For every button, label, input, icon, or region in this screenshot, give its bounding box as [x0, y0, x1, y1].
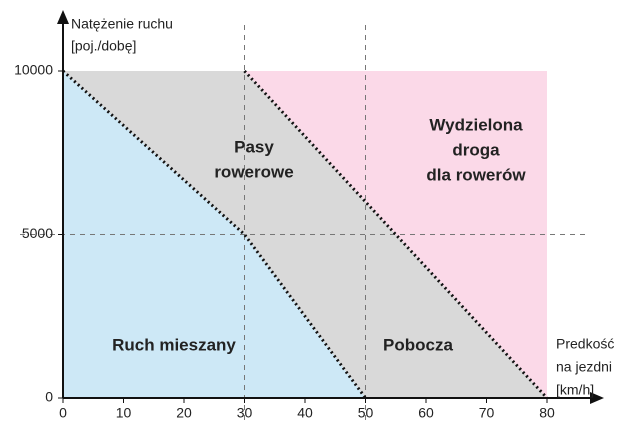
region-label: droga [452, 140, 500, 159]
x-axis-title: na jezdni [556, 359, 612, 375]
x-axis-title: [km/h] [556, 382, 594, 398]
y-axis-title: [poj./dobę] [71, 38, 136, 54]
x-tick-label: 30 [237, 405, 253, 421]
y-tick-label: 10000 [14, 62, 53, 78]
y-axis-title: Natężenie ruchu [71, 16, 173, 32]
region-label: Pobocza [383, 335, 453, 354]
region-label: dla rowerów [426, 165, 526, 184]
x-tick-label: 60 [418, 405, 434, 421]
y-tick-label: 0 [45, 389, 53, 405]
x-axis-title: Predkość [556, 336, 614, 352]
y-axis-arrow [57, 10, 69, 24]
x-tick-label: 0 [59, 405, 67, 421]
x-tick-label: 20 [176, 405, 192, 421]
x-tick-label: 50 [358, 405, 374, 421]
x-tick-label: 40 [297, 405, 313, 421]
x-axis-arrow [590, 392, 604, 404]
region-label: rowerowe [214, 162, 293, 181]
region-label: Pasy [234, 137, 274, 156]
x-tick-label: 70 [479, 405, 495, 421]
region-label: Wydzielona [429, 115, 523, 134]
x-tick-label: 80 [539, 405, 555, 421]
x-tick-label: 10 [116, 405, 132, 421]
region-label: Ruch mieszany [112, 335, 236, 354]
boundary-line [61, 69, 367, 399]
boundary-line [243, 69, 549, 400]
y-tick-label: 5000 [22, 225, 53, 241]
